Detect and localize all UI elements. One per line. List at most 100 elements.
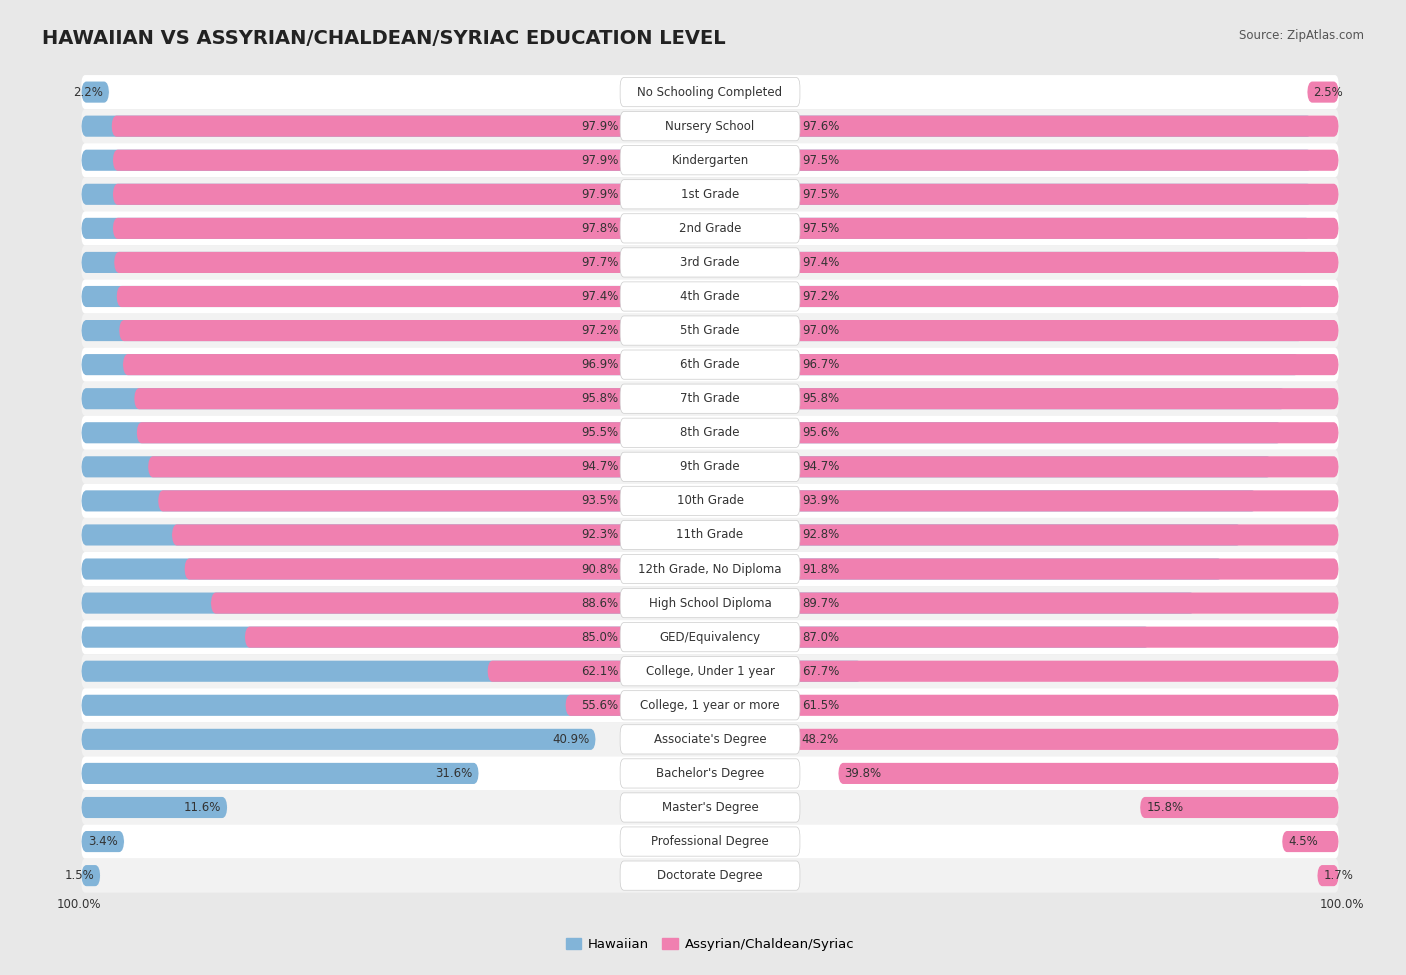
FancyBboxPatch shape: [82, 449, 1339, 484]
FancyBboxPatch shape: [838, 762, 1339, 784]
FancyBboxPatch shape: [620, 589, 800, 618]
Text: Bachelor's Degree: Bachelor's Degree: [657, 767, 763, 780]
Text: 97.2%: 97.2%: [801, 290, 839, 303]
Text: Associate's Degree: Associate's Degree: [654, 733, 766, 746]
Text: Doctorate Degree: Doctorate Degree: [657, 869, 763, 882]
FancyBboxPatch shape: [136, 422, 1339, 444]
Text: 12th Grade, No Diploma: 12th Grade, No Diploma: [638, 563, 782, 575]
FancyBboxPatch shape: [82, 456, 1272, 478]
FancyBboxPatch shape: [82, 688, 1339, 722]
Text: 97.9%: 97.9%: [581, 120, 619, 133]
Text: 31.6%: 31.6%: [434, 767, 472, 780]
Text: 100.0%: 100.0%: [1319, 898, 1364, 911]
Text: 97.9%: 97.9%: [581, 154, 619, 167]
FancyBboxPatch shape: [620, 77, 800, 106]
Text: 67.7%: 67.7%: [801, 665, 839, 678]
Text: 96.9%: 96.9%: [581, 358, 619, 371]
Text: 2nd Grade: 2nd Grade: [679, 222, 741, 235]
Text: 55.6%: 55.6%: [581, 699, 619, 712]
FancyBboxPatch shape: [82, 484, 1339, 518]
Text: 4th Grade: 4th Grade: [681, 290, 740, 303]
FancyBboxPatch shape: [82, 183, 1312, 205]
FancyBboxPatch shape: [733, 728, 1339, 750]
FancyBboxPatch shape: [620, 282, 800, 311]
FancyBboxPatch shape: [1140, 797, 1339, 818]
FancyBboxPatch shape: [82, 388, 1286, 410]
FancyBboxPatch shape: [82, 217, 1310, 239]
FancyBboxPatch shape: [620, 418, 800, 448]
Text: 2.2%: 2.2%: [73, 86, 103, 98]
FancyBboxPatch shape: [620, 623, 800, 651]
FancyBboxPatch shape: [82, 116, 1312, 136]
FancyBboxPatch shape: [120, 320, 1339, 341]
FancyBboxPatch shape: [82, 661, 862, 682]
FancyBboxPatch shape: [82, 552, 1339, 586]
Text: Nursery School: Nursery School: [665, 120, 755, 133]
Text: 9th Grade: 9th Grade: [681, 460, 740, 473]
FancyBboxPatch shape: [82, 314, 1339, 348]
FancyBboxPatch shape: [112, 183, 1339, 205]
FancyBboxPatch shape: [620, 759, 800, 788]
FancyBboxPatch shape: [82, 722, 1339, 757]
FancyBboxPatch shape: [82, 177, 1339, 212]
Text: 97.4%: 97.4%: [581, 290, 619, 303]
Text: College, 1 year or more: College, 1 year or more: [640, 699, 780, 712]
Text: Source: ZipAtlas.com: Source: ZipAtlas.com: [1239, 29, 1364, 42]
FancyBboxPatch shape: [122, 354, 1339, 375]
Text: 97.5%: 97.5%: [801, 222, 839, 235]
Text: 89.7%: 89.7%: [801, 597, 839, 609]
FancyBboxPatch shape: [82, 212, 1339, 246]
Text: 94.7%: 94.7%: [581, 460, 619, 473]
FancyBboxPatch shape: [620, 861, 800, 890]
Text: 97.2%: 97.2%: [581, 324, 619, 337]
Text: 100.0%: 100.0%: [56, 898, 101, 911]
FancyBboxPatch shape: [82, 415, 1339, 449]
FancyBboxPatch shape: [620, 793, 800, 822]
FancyBboxPatch shape: [82, 620, 1339, 654]
Text: 11th Grade: 11th Grade: [676, 528, 744, 541]
Text: 8th Grade: 8th Grade: [681, 426, 740, 440]
Text: Master's Degree: Master's Degree: [662, 801, 758, 814]
Text: 7th Grade: 7th Grade: [681, 392, 740, 406]
Text: 97.7%: 97.7%: [581, 255, 619, 269]
Text: 88.6%: 88.6%: [581, 597, 619, 609]
FancyBboxPatch shape: [82, 320, 1303, 341]
Text: Kindergarten: Kindergarten: [672, 154, 748, 167]
Legend: Hawaiian, Assyrian/Chaldean/Syriac: Hawaiian, Assyrian/Chaldean/Syriac: [561, 933, 859, 956]
Text: 4.5%: 4.5%: [1288, 835, 1319, 848]
Text: 97.8%: 97.8%: [581, 222, 619, 235]
FancyBboxPatch shape: [82, 143, 1339, 177]
FancyBboxPatch shape: [82, 490, 1257, 512]
Text: 39.8%: 39.8%: [845, 767, 882, 780]
FancyBboxPatch shape: [82, 75, 1339, 109]
FancyBboxPatch shape: [620, 827, 800, 856]
FancyBboxPatch shape: [620, 555, 800, 584]
FancyBboxPatch shape: [620, 487, 800, 516]
Text: 96.7%: 96.7%: [801, 358, 839, 371]
FancyBboxPatch shape: [82, 354, 1299, 375]
Text: 97.4%: 97.4%: [801, 255, 839, 269]
FancyBboxPatch shape: [620, 724, 800, 754]
Text: 95.8%: 95.8%: [581, 392, 619, 406]
FancyBboxPatch shape: [148, 456, 1339, 478]
FancyBboxPatch shape: [82, 280, 1339, 314]
Text: 97.0%: 97.0%: [801, 324, 839, 337]
FancyBboxPatch shape: [157, 490, 1339, 512]
Text: Professional Degree: Professional Degree: [651, 835, 769, 848]
Text: 10th Grade: 10th Grade: [676, 494, 744, 507]
Text: 6th Grade: 6th Grade: [681, 358, 740, 371]
Text: 92.3%: 92.3%: [581, 528, 619, 541]
FancyBboxPatch shape: [82, 518, 1339, 552]
FancyBboxPatch shape: [82, 586, 1339, 620]
Text: 95.6%: 95.6%: [801, 426, 839, 440]
Text: 97.9%: 97.9%: [581, 188, 619, 201]
Text: 97.5%: 97.5%: [801, 154, 839, 167]
Text: 62.1%: 62.1%: [581, 665, 619, 678]
FancyBboxPatch shape: [172, 525, 1339, 546]
FancyBboxPatch shape: [82, 422, 1282, 444]
FancyBboxPatch shape: [620, 384, 800, 413]
FancyBboxPatch shape: [620, 111, 800, 140]
FancyBboxPatch shape: [82, 762, 478, 784]
Text: 3rd Grade: 3rd Grade: [681, 255, 740, 269]
FancyBboxPatch shape: [1282, 831, 1339, 852]
